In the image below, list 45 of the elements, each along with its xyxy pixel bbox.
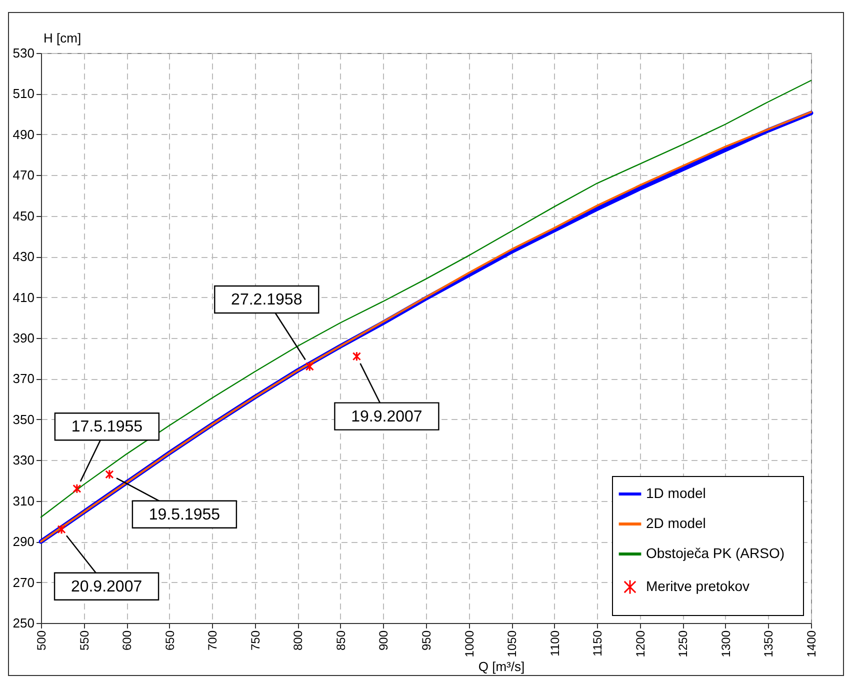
- y-tick-label: 430: [12, 249, 34, 264]
- x-tick-label: 1100: [548, 630, 562, 656]
- x-tick-label: 1400: [804, 630, 818, 658]
- x-tick-label: 900: [376, 630, 391, 651]
- x-tick-label: 600: [120, 630, 134, 651]
- x-tick-label: 550: [77, 630, 92, 651]
- x-tick-label: 1050: [505, 630, 520, 658]
- x-tick-label: 1350: [762, 630, 776, 658]
- y-tick-label: 470: [12, 168, 34, 183]
- legend-label: Obstoječa PK (ARSO): [646, 545, 784, 561]
- x-tick-label: 1250: [676, 630, 690, 658]
- annotation: 17.5.1955: [71, 418, 143, 436]
- annotation: 27.2.1958: [231, 292, 302, 308]
- x-tick-label: 1200: [633, 630, 648, 658]
- x-tick-label: 1000: [462, 630, 476, 658]
- y-tick-label: 270: [12, 574, 34, 590]
- y-tick-label: 350: [12, 412, 34, 427]
- annotation: 19.5.1955: [148, 506, 220, 524]
- annotation: 19.9.2007: [351, 408, 422, 426]
- y-tick-label: 410: [12, 290, 34, 305]
- y-tick-label: 310: [12, 493, 34, 508]
- x-tick-label: 650: [162, 630, 177, 651]
- annotation: 20.9.2007: [70, 578, 142, 596]
- x-tick-label: 800: [291, 630, 306, 651]
- y-tick-label: 390: [12, 330, 34, 346]
- legend-label: 1D model: [646, 485, 706, 501]
- y-tick-label: 370: [12, 371, 34, 386]
- y-tick-label: 490: [12, 126, 34, 142]
- legend-label: 2D model: [646, 515, 706, 531]
- x-axis-title: Q [m³/s]: [478, 659, 525, 674]
- x-tick-label: 700: [206, 630, 220, 651]
- x-tick-label: 1150: [590, 630, 605, 656]
- legend-label: Meritve pretokov: [646, 578, 750, 594]
- y-tick-label: 330: [12, 452, 34, 468]
- x-tick-label: 850: [334, 630, 348, 651]
- y-tick-label: 290: [12, 534, 34, 550]
- x-tick-label: 500: [34, 630, 48, 651]
- y-tick-label: 250: [12, 616, 34, 630]
- x-tick-label: 1300: [718, 630, 733, 658]
- y-axis-title: H [cm]: [44, 30, 82, 46]
- x-tick-label: 750: [248, 630, 262, 651]
- y-tick-label: 530: [12, 46, 34, 60]
- x-tick-label: 950: [420, 630, 434, 651]
- y-tick-label: 510: [12, 86, 34, 102]
- y-tick-label: 450: [12, 208, 34, 224]
